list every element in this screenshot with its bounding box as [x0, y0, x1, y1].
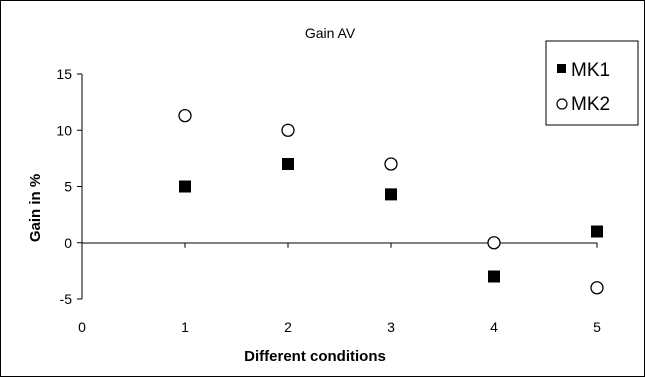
- y-tick-label: 10: [56, 122, 72, 138]
- legend-label-mk2: MK2: [571, 94, 610, 115]
- data-point-mk2: [178, 108, 192, 123]
- data-point-mk1: [385, 188, 397, 201]
- x-tick-label: 4: [490, 319, 498, 335]
- data-point-mk1: [282, 158, 294, 170]
- data-point-mk1: [179, 180, 191, 193]
- y-axis-label: Gain in %: [27, 174, 44, 242]
- x-tick-label: 1: [181, 319, 189, 335]
- legend-marker-mk1: [557, 64, 566, 73]
- data-point-mk2: [281, 123, 295, 137]
- x-tick-label: 5: [593, 319, 601, 335]
- data-point-mk2: [590, 281, 604, 295]
- legend-marker-mk2: [556, 98, 568, 110]
- legend-label-mk1: MK1: [571, 60, 610, 81]
- x-axis-label: Different conditions: [244, 348, 386, 365]
- y-tick-label: -5: [60, 291, 73, 307]
- x-tick-label: 3: [387, 319, 395, 335]
- legend: MK1 MK2: [545, 40, 639, 126]
- data-point-mk1: [591, 225, 603, 238]
- chart-title: Gain AV: [305, 25, 356, 41]
- y-tick-label: 0: [64, 235, 72, 251]
- legend-box: [545, 40, 639, 126]
- data-point-mk2: [384, 157, 398, 171]
- y-tick-label: 15: [56, 66, 72, 82]
- y-tick-label: 5: [64, 179, 72, 195]
- x-tick-label: 0: [78, 319, 86, 335]
- x-tick-label: 2: [284, 319, 292, 335]
- data-point-mk1: [488, 270, 500, 283]
- data-point-mk2: [487, 236, 501, 250]
